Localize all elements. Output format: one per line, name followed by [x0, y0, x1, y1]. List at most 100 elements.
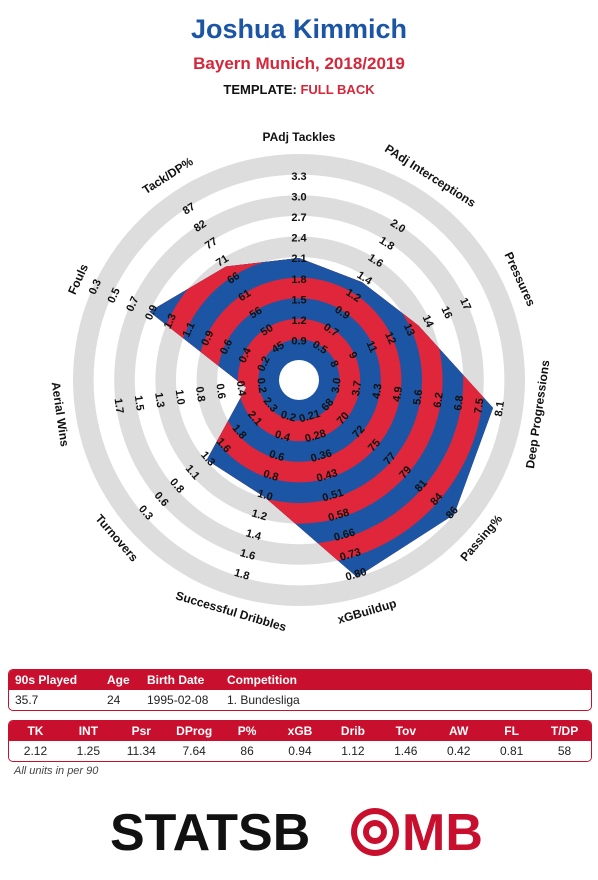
radar-metric-label: PAdj Tackles: [263, 130, 336, 144]
units-note: All units in per 90: [14, 765, 99, 777]
info-cell: 1. Bundesliga: [227, 693, 300, 707]
radar-tick-label: 50: [259, 322, 276, 339]
radar-tick-label: 8.1: [493, 400, 507, 417]
radar-tick-label: 0.5: [106, 286, 123, 305]
radar-tick-label: 12: [382, 330, 398, 346]
radar-tick-label: 0.2: [279, 409, 297, 425]
radar-tick-label: 0.66: [333, 526, 357, 544]
stats-header-row: TK INT Psr DProg P% xGB Drib Tov AW FL T/DP: [9, 721, 591, 741]
info-header-cell: 90s Played: [15, 673, 78, 687]
radar-tick-label: 0.7: [124, 295, 141, 314]
stats-header-cell: INT: [78, 724, 99, 738]
radar-tick-label: 87: [181, 201, 198, 218]
radar-tick-label: 1.5: [291, 294, 306, 306]
stats-value-cell: 0.42: [447, 744, 471, 758]
radar-tick-label: 11: [364, 339, 380, 355]
stats-data-row: 2.12 1.25 11.34 7.64 86 0.94 1.12 1.46 0.42 0.81 5…: [9, 741, 591, 760]
radar-tick-label: 3.7: [350, 380, 364, 397]
radar-tick-label: 16: [438, 305, 454, 321]
logo-text-right: MB: [402, 804, 483, 860]
radar-tick-label: 5.6: [411, 389, 425, 406]
radar-tick-label: 0.9: [199, 329, 216, 348]
stats-value-cell: 0.81: [499, 744, 524, 758]
radar-tick-label: 0.3: [87, 278, 104, 297]
radar-tick-label: 1.2: [250, 508, 268, 524]
stats-value-cell: 1.46: [394, 744, 418, 758]
radar-tick-label: 0.28: [304, 428, 328, 446]
stats-header-cell: Drib: [340, 724, 365, 738]
radar-tick-label: 0.21: [298, 408, 322, 426]
info-cell: 35.7: [15, 693, 39, 707]
info-header-cell: Competition: [227, 673, 297, 687]
info-header-cell: Birth Date: [147, 673, 205, 687]
radar-tick-label: 1.3: [162, 312, 179, 331]
radar-tick-label: 7.5: [472, 398, 486, 415]
radar-tick-label: 3.0: [291, 191, 306, 203]
radar-tick-label: 1.0: [173, 389, 187, 406]
logo-text-left: STATSB: [110, 804, 310, 860]
stats-value-cell: 0.94: [288, 744, 312, 758]
stats-header-cell: xGB: [287, 724, 313, 738]
radar-tick-label: 14: [420, 313, 436, 330]
radar-tick-label: 0.8: [262, 468, 280, 484]
stats-value-cell: 2.12: [23, 744, 48, 758]
stats-header-cell: Tov: [395, 724, 417, 738]
radar-tick-label: 1.3: [152, 392, 166, 409]
radar-tick-label: 66: [225, 270, 242, 287]
stats-value-cell: 11.34: [126, 744, 156, 758]
radar-tick-label: 13: [401, 322, 417, 338]
radar-value-center: [279, 360, 319, 400]
stats-header-cell: FL: [504, 724, 519, 738]
radar-tick-label: 3.3: [291, 171, 306, 183]
radar-tick-label: 0.4: [273, 429, 292, 445]
radar-tick-label: 0.2: [254, 377, 268, 394]
radar-tick-label: 0.9: [143, 303, 160, 322]
stats-header-cell: AW: [449, 724, 469, 738]
radar-tick-label: 82: [192, 218, 209, 235]
radar-tick-label: 0.6: [218, 338, 235, 357]
radar-tick-label: 3.0: [330, 377, 344, 394]
radar-tick-label: 1.5: [132, 395, 146, 412]
radar-chart: 0.9 1.2 1.5 1.8 2.1 2.4 2.7 3.0 3.3 PAdj Tackles 0…: [49, 130, 553, 634]
template-value: FULL BACK: [300, 82, 375, 97]
radar-tick-label: 2.4: [291, 233, 307, 245]
radar-tick-label: 2.1: [291, 253, 306, 265]
radar-tick-label: 71: [214, 253, 231, 270]
logo-target-ring: [369, 826, 381, 838]
radar-tick-label: 0.58: [327, 507, 351, 525]
radar-tick-label: 45: [270, 339, 287, 356]
radar-tick-label: 1.6: [239, 547, 257, 563]
radar-tick-label: 4.3: [371, 383, 385, 400]
info-cell: 1995-02-08: [147, 693, 209, 707]
radar-tick-label: 1.8: [233, 567, 251, 583]
team-season: Bayern Munich, 2018/2019: [193, 54, 405, 73]
stats-value-cell: 58: [557, 744, 572, 758]
radar-tick-label: 0.4: [234, 380, 248, 398]
radar-tick-label: 1.8: [291, 274, 306, 286]
radar-tick-label: 0.51: [321, 487, 345, 505]
info-table: 90s Played Age Birth Date Competition 35…: [8, 669, 592, 711]
stats-value-cell: 1.25: [76, 744, 101, 758]
radar-tick-label: 0.80: [344, 566, 368, 584]
statsbomb-logo: STATSB MB: [110, 804, 483, 860]
info-header-row: 90s Played Age Birth Date Competition: [9, 670, 591, 690]
radar-tick-label: 0.9: [291, 336, 306, 348]
radar-tick-label: 0.2: [255, 355, 272, 374]
stats-header-cell: DProg: [176, 724, 213, 738]
template-line: TEMPLATE: FULL BACK: [0, 82, 598, 97]
radar-tick-label: 6.2: [432, 392, 446, 409]
stats-table: TK INT Psr DProg P% xGB Drib Tov AW FL T/DP 2.12 1.…: [8, 720, 592, 762]
info-data-row: 35.7 24 1995-02-08 1. Bundesliga: [9, 690, 591, 709]
radar-tick-label: 0.6: [268, 448, 286, 464]
radar-tick-label: 56: [248, 305, 265, 322]
info-header-cell: Age: [107, 673, 130, 687]
radar-tick-label: 0.8: [193, 386, 207, 403]
radar-tick-label: 8: [327, 359, 340, 370]
radar-metric-label: Deep Progressions: [523, 359, 553, 470]
info-cell: 24: [107, 693, 121, 707]
radar-metric-label: Aerial Wins: [49, 381, 72, 448]
radar-tick-label: 1.4: [244, 527, 263, 543]
radar-tick-label: 9: [346, 350, 359, 361]
stats-header-cell: T/DP: [550, 724, 579, 738]
template-label: TEMPLATE:: [223, 82, 297, 97]
